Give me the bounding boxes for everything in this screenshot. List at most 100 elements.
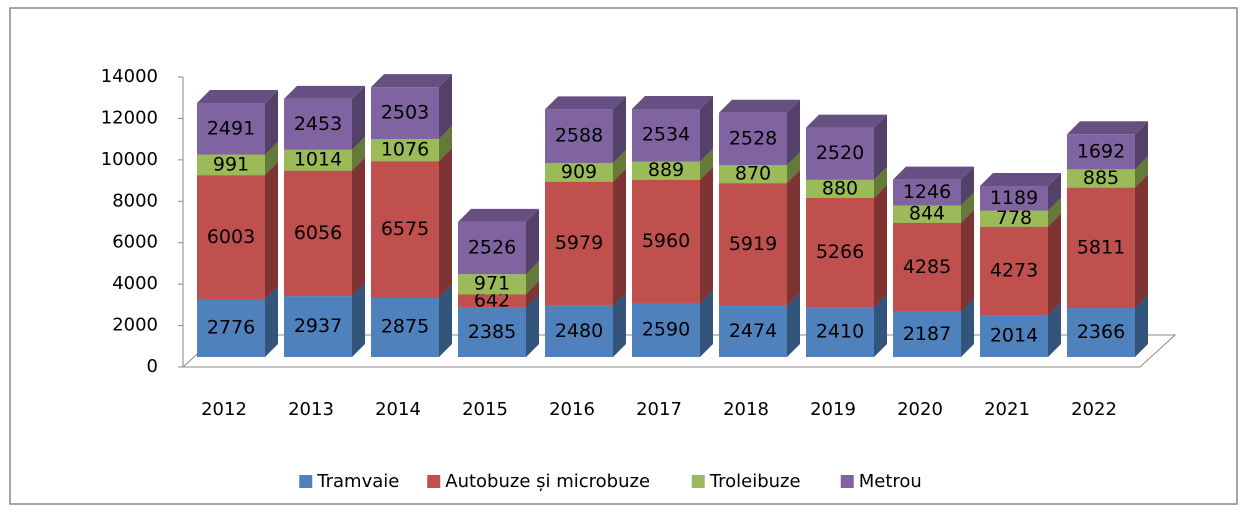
bar	[284, 98, 352, 150]
bar-side	[439, 74, 452, 139]
x-tick-label: 2019	[810, 399, 856, 420]
data-label: 2503	[381, 102, 429, 124]
data-label: 2875	[381, 316, 429, 338]
bar-top	[806, 114, 887, 128]
bar-side	[700, 166, 713, 304]
data-label: 880	[822, 177, 858, 199]
x-tick-label: 2021	[984, 399, 1030, 420]
x-tick-label: 2017	[636, 399, 682, 420]
bar	[1067, 187, 1135, 308]
legend-swatch	[840, 475, 854, 488]
bar	[545, 181, 613, 306]
x-tick-label: 2016	[549, 399, 595, 420]
bar	[632, 303, 700, 357]
bar-side	[352, 85, 365, 150]
data-label: 5960	[642, 230, 690, 252]
bar-top	[980, 173, 1061, 187]
bar-side	[352, 283, 365, 357]
bar-side	[961, 298, 974, 357]
data-label: 4273	[990, 260, 1038, 282]
data-label: 4285	[903, 256, 951, 278]
bar-side	[526, 281, 539, 308]
data-label: 2520	[816, 142, 864, 164]
data-label: 6003	[207, 226, 255, 248]
legend-swatch	[427, 475, 441, 488]
data-label: 5919	[729, 233, 777, 255]
y-tick-label: 14000	[101, 66, 158, 87]
bar	[458, 274, 526, 295]
bar-side	[1135, 294, 1148, 357]
bar-side	[961, 166, 974, 206]
data-label: 5979	[555, 232, 603, 254]
bar	[1067, 134, 1135, 170]
bar-side	[613, 292, 626, 357]
data-label: 2410	[816, 321, 864, 343]
bar-side	[961, 209, 974, 312]
x-tick-label: 2020	[897, 399, 943, 420]
bar-top	[284, 85, 365, 99]
bar	[980, 210, 1048, 227]
data-label: 2453	[294, 113, 342, 135]
y-tick-label: 12000	[101, 107, 158, 128]
bar	[458, 221, 526, 275]
bar	[719, 183, 787, 306]
x-tick-label: 2013	[288, 399, 334, 420]
x-tick-label: 2012	[201, 399, 247, 420]
data-label: 2776	[207, 317, 255, 339]
data-label: 2480	[555, 320, 603, 342]
bar-side	[874, 166, 887, 198]
bar-side	[526, 261, 539, 295]
bar	[632, 108, 700, 162]
bar-side	[700, 95, 713, 162]
data-label: 6056	[294, 222, 342, 244]
bar	[806, 127, 874, 180]
bar	[371, 87, 439, 139]
bar-side	[700, 290, 713, 357]
bar-side	[265, 90, 278, 155]
bar-side	[700, 148, 713, 180]
bar-top	[458, 208, 539, 222]
bar-side	[439, 125, 452, 162]
bar	[719, 305, 787, 357]
y-tick-label: 8000	[112, 190, 158, 211]
data-label: 778	[996, 207, 1032, 229]
data-label: 2590	[642, 319, 690, 341]
bar-top	[197, 90, 278, 104]
y-tick-label: 10000	[101, 149, 158, 170]
data-label: 870	[735, 163, 771, 185]
data-label: 2366	[1077, 321, 1125, 343]
bar-side	[613, 149, 626, 182]
bar	[719, 112, 787, 166]
bar	[371, 138, 439, 162]
data-label: 885	[1083, 167, 1119, 189]
data-label: 1076	[381, 139, 429, 161]
bar	[197, 175, 265, 300]
data-label: 5811	[1077, 236, 1125, 258]
bar	[893, 179, 961, 206]
data-label: 2534	[642, 124, 690, 146]
bar	[284, 170, 352, 297]
y-tick-label: 4000	[112, 273, 158, 294]
bar-side	[1135, 174, 1148, 308]
bar	[545, 162, 613, 182]
bar-top	[719, 99, 800, 113]
x-tick-label: 2018	[723, 399, 769, 420]
bar-side	[265, 286, 278, 357]
data-label: 2491	[207, 117, 255, 139]
bar-side	[352, 157, 365, 297]
bar	[545, 305, 613, 357]
data-label: 2187	[903, 323, 951, 345]
bar	[632, 161, 700, 180]
data-label: 1189	[990, 187, 1038, 209]
data-label: 2937	[294, 315, 342, 337]
bar	[458, 294, 526, 308]
bar	[284, 149, 352, 171]
y-tick-label: 2000	[112, 315, 158, 336]
y-tick-label: 6000	[112, 232, 158, 253]
bar-side	[265, 141, 278, 176]
bar	[1067, 307, 1135, 357]
bar	[980, 226, 1048, 316]
bar-side	[613, 96, 626, 163]
bar-top	[545, 96, 626, 110]
bar-side	[874, 294, 887, 357]
